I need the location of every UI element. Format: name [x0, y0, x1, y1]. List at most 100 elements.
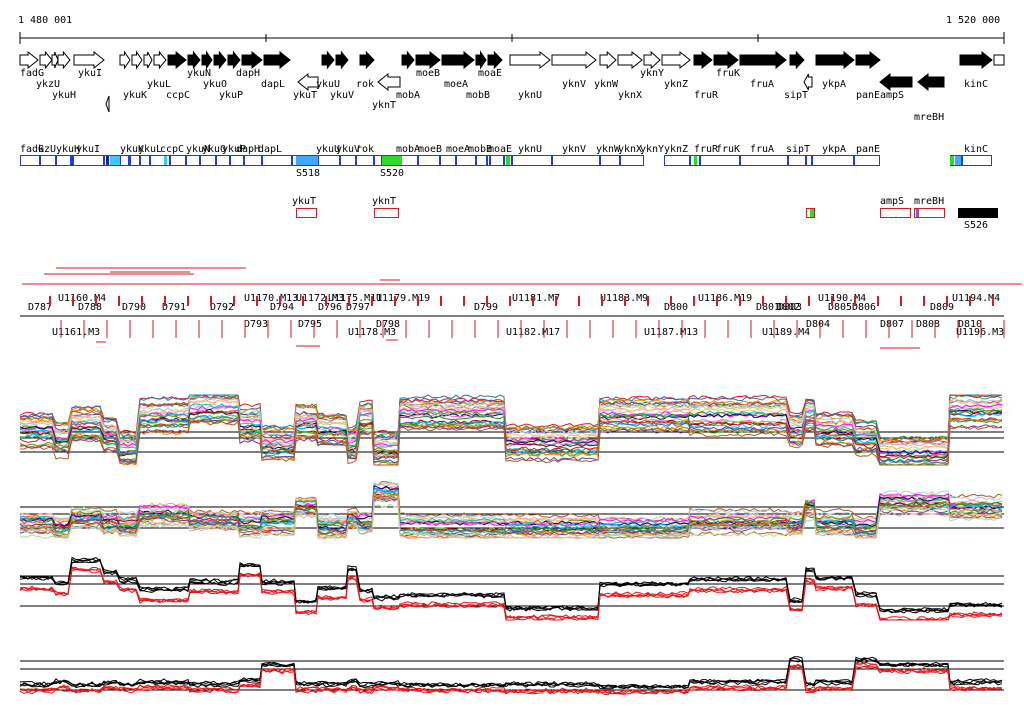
segment-label: D796	[318, 302, 342, 313]
transcript-box	[600, 155, 620, 166]
transcript-label: moeA	[446, 144, 470, 155]
transcript-box	[72, 155, 104, 166]
profile-line	[19, 420, 1003, 466]
gene-arrow	[789, 50, 805, 70]
transcript-label: mobA	[396, 144, 420, 155]
segment-label: D807	[880, 319, 904, 330]
segment-label: U1187.M13	[644, 327, 698, 338]
segment-label: D787	[28, 302, 52, 313]
gene-arrow	[643, 50, 661, 70]
gene-label: fruK	[716, 68, 740, 79]
segment-label: D792	[210, 302, 234, 313]
transcript-label: fruR	[694, 144, 719, 155]
transcript-box	[418, 155, 440, 166]
transcript-label: kinC	[964, 144, 988, 155]
gene-label: mobA	[396, 90, 420, 101]
gene-label: mreBH	[914, 112, 944, 123]
gene-arrow	[487, 50, 503, 70]
segment-label: D790	[122, 302, 146, 313]
transcript-label: fadG	[20, 144, 44, 155]
gene-label: yknT	[372, 100, 396, 111]
gene-label: moaE	[478, 68, 502, 79]
gene-arrow	[263, 50, 291, 70]
transcript-box	[788, 155, 806, 166]
transcript-box	[806, 155, 812, 166]
transcript-label: yknV	[562, 144, 586, 155]
profile-line	[19, 566, 1003, 621]
gene-arrow	[73, 50, 105, 70]
transcript-box	[130, 155, 140, 166]
transcript-box	[400, 155, 418, 166]
gene-arrow	[153, 50, 167, 70]
gene-label: dapL	[261, 79, 285, 90]
antisense-track: ykuT yknT ampS mreBH S526	[292, 196, 998, 231]
segment-label: U1196.M3	[956, 327, 1004, 338]
gene-arrow	[335, 50, 349, 70]
transcript-box	[170, 155, 186, 166]
gene-label: mobB	[466, 90, 490, 101]
transcript-box	[456, 155, 476, 166]
transcript-box	[552, 155, 600, 166]
antisense-box	[374, 208, 399, 218]
transcript-fill	[128, 156, 131, 165]
segment-label: D809	[930, 302, 954, 313]
transcript-label: fruA	[750, 144, 774, 155]
segment-label: U1170.M13	[244, 293, 298, 304]
gene-arrow	[187, 50, 201, 70]
small-gene-arrow	[105, 95, 110, 113]
gene-arrow	[551, 50, 597, 70]
transcript-box	[216, 155, 230, 166]
transcript-label: ccpC	[160, 144, 184, 155]
gene-arrow	[475, 50, 487, 70]
transcript-label: moeB	[418, 144, 442, 155]
gene-label: moeA	[444, 79, 468, 90]
antisense-box	[880, 208, 911, 218]
gene-arrow	[401, 50, 415, 70]
antisense-box	[914, 208, 945, 218]
gene-arrow	[441, 50, 475, 70]
transcript-box	[476, 155, 490, 166]
transcript-fill	[70, 156, 74, 165]
transcript-label: ykuN	[186, 144, 210, 155]
transcript-box	[262, 155, 292, 166]
profile-line	[19, 503, 1003, 539]
gene-arrow	[917, 72, 945, 92]
profile-line	[19, 556, 1003, 613]
transcript-box	[620, 155, 644, 166]
segment-label: D794	[270, 302, 294, 313]
segment-label: U1175.M11	[328, 293, 382, 304]
transcript-fill	[955, 156, 961, 165]
gene-arrow	[377, 72, 401, 92]
gene-label: yknX	[618, 90, 642, 101]
segment-label: D801	[756, 302, 780, 313]
gene-arrow	[131, 50, 143, 70]
transcript-label: kzU	[38, 144, 56, 155]
transcript-fill	[296, 156, 318, 165]
gene-arrow	[509, 50, 551, 70]
gene-label: panE	[856, 90, 880, 101]
gene-label: yknY	[640, 68, 664, 79]
segment-label: U1181.M7	[512, 293, 560, 304]
gene-label: ykuI	[78, 68, 102, 79]
gene-arrow	[201, 50, 213, 70]
transcript-box	[20, 155, 40, 166]
transcript-box	[230, 155, 244, 166]
ruler-start-label: 1 480 001	[18, 15, 72, 26]
gene-arrow	[213, 50, 227, 70]
transcript-fill	[950, 156, 954, 165]
transcript-fill	[486, 156, 488, 165]
gene-arrow	[803, 73, 813, 91]
transcript-box	[490, 155, 504, 166]
transcript-box	[740, 155, 788, 166]
gene-label: ykuK	[123, 90, 147, 101]
transcript-box	[356, 155, 374, 166]
gene-label: ykuL	[147, 79, 171, 90]
segment-label: U1178.M3	[348, 327, 396, 338]
gene-arrow	[51, 51, 59, 69]
segment-label: U1161.M3	[52, 327, 100, 338]
transcript-box	[318, 155, 340, 166]
gene-label: ykuN	[187, 68, 211, 79]
gene-arrow	[713, 50, 739, 70]
